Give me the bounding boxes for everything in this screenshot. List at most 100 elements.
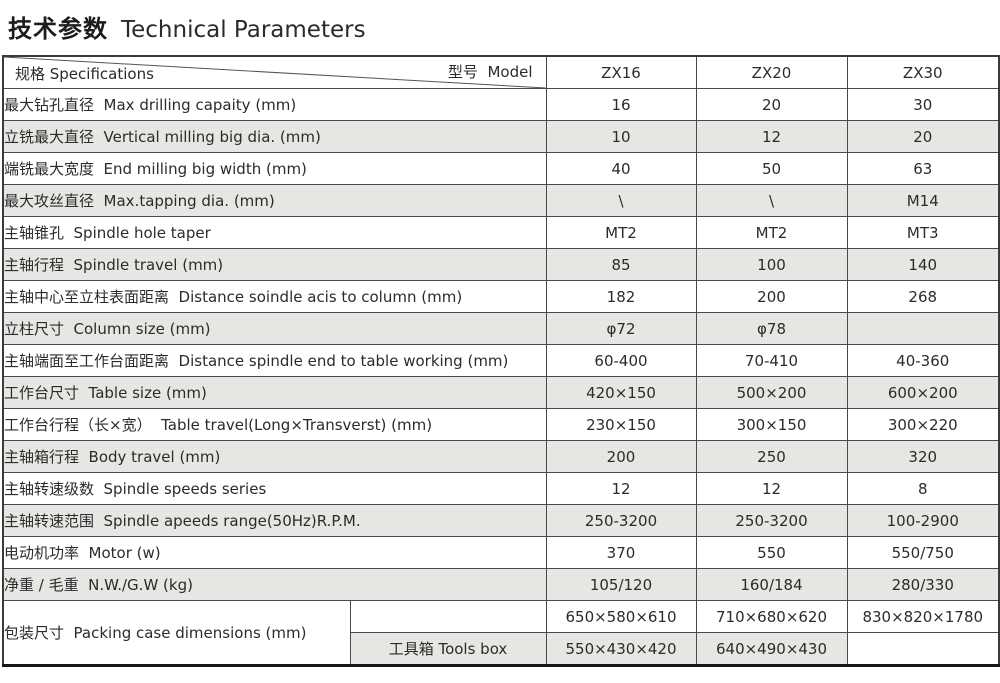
- value-cell: 230×150: [545, 408, 697, 441]
- row-label: 立铣最大直径 Vertical milling big dia. (mm): [2, 120, 547, 153]
- value-cell: 550: [695, 536, 848, 569]
- table-row: 主轴锥孔 Spindle hole taper MT2 MT2 MT3: [2, 216, 1000, 249]
- value-cell: 300×220: [846, 408, 1000, 441]
- packing-section: 包装尺寸 Packing case dimensions (mm) 650×58…: [2, 600, 1000, 666]
- spec-rows: 最大钻孔直径 Max drilling capaity (mm) 16 20 3…: [2, 88, 1000, 601]
- table-row: 立铣最大直径 Vertical milling big dia. (mm) 10…: [2, 120, 1000, 153]
- packing-sub-empty: [349, 600, 547, 633]
- row-label: 主轴中心至立柱表面距离 Distance soindle acis to col…: [2, 280, 547, 313]
- value-cell: [846, 632, 1000, 666]
- value-cell: 710×680×620: [695, 600, 848, 633]
- row-label: 主轴箱行程 Body travel (mm): [2, 440, 547, 473]
- value-cell: MT2: [695, 216, 848, 249]
- value-cell: [846, 312, 1000, 345]
- model-label: 型号 Model: [447, 63, 533, 81]
- value-cell: 250: [695, 440, 848, 473]
- value-cell: MT3: [846, 216, 1000, 249]
- table-header: 规格 Specifications 型号 Model ZX16 ZX20 ZX3…: [2, 55, 1000, 89]
- value-cell: 370: [545, 536, 697, 569]
- column-header-zx30: ZX30: [846, 55, 1000, 89]
- row-label: 电动机功率 Motor (w): [2, 536, 547, 569]
- value-cell: 500×200: [695, 376, 848, 409]
- value-cell: \: [695, 184, 848, 217]
- row-label: 最大攻丝直径 Max.tapping dia. (mm): [2, 184, 547, 217]
- value-cell: 200: [545, 440, 697, 473]
- row-label: 最大钻孔直径 Max drilling capaity (mm): [2, 88, 547, 121]
- column-header-zx16: ZX16: [545, 55, 697, 89]
- header-row: 规格 Specifications 型号 Model ZX16 ZX20 ZX3…: [2, 55, 1000, 89]
- value-cell: 650×580×610: [545, 600, 697, 633]
- spec-model-diagonal-cell: 规格 Specifications 型号 Model: [2, 55, 547, 89]
- value-cell: 12: [545, 472, 697, 505]
- value-cell: 20: [846, 120, 1000, 153]
- page-title: 技术参数 Technical Parameters: [8, 9, 1000, 44]
- value-cell: 8: [846, 472, 1000, 505]
- table-row: 主轴转速级数 Spindle speeds series 12 12 8: [2, 472, 1000, 505]
- toolbox-label: 工具箱 Tools box: [349, 632, 547, 666]
- table-row: 端铣最大宽度 End milling big width (mm) 40 50 …: [2, 152, 1000, 185]
- spec-label: 规格 Specifications: [15, 65, 154, 83]
- value-cell: 140: [846, 248, 1000, 281]
- row-label: 净重 / 毛重 N.W./G.W (kg): [2, 568, 547, 601]
- value-cell: 60-400: [545, 344, 697, 377]
- packing-row-toolbox: 工具箱 Tools box 550×430×420 640×490×430: [3, 632, 1000, 666]
- column-header-zx20: ZX20: [695, 55, 848, 89]
- value-cell: 16: [545, 88, 697, 121]
- value-cell: 12: [695, 472, 848, 505]
- value-cell: 550×430×420: [545, 632, 697, 666]
- value-cell: 550/750: [846, 536, 1000, 569]
- table-row: 主轴转速范围 Spindle apeeds range(50Hz)R.P.M. …: [2, 504, 1000, 537]
- value-cell: \: [545, 184, 697, 217]
- diagonal-divider: [4, 57, 546, 88]
- value-cell: 70-410: [695, 344, 848, 377]
- row-label: 主轴转速范围 Spindle apeeds range(50Hz)R.P.M.: [2, 504, 547, 537]
- value-cell: 12: [695, 120, 848, 153]
- value-cell: 280/330: [846, 568, 1000, 601]
- table-row: 电动机功率 Motor (w) 370 550 550/750: [2, 536, 1000, 569]
- table-row: 主轴端面至工作台面距离 Distance spindle end to tabl…: [2, 344, 1000, 377]
- value-cell: 250-3200: [545, 504, 697, 537]
- table-row: 工作台行程（长×宽） Table travel(Long×Transverst)…: [2, 408, 1000, 441]
- table-row: 最大攻丝直径 Max.tapping dia. (mm) \ \ M14: [2, 184, 1000, 217]
- page-title-chinese: 技术参数: [8, 15, 108, 43]
- value-cell: 105/120: [545, 568, 697, 601]
- row-label: 工作台尺寸 Table size (mm): [2, 376, 547, 409]
- value-cell: 182: [545, 280, 697, 313]
- value-cell: MT2: [545, 216, 697, 249]
- packing-row-main: 包装尺寸 Packing case dimensions (mm) 650×58…: [2, 600, 1000, 666]
- value-cell: 100-2900: [846, 504, 1000, 537]
- row-label: 工作台行程（长×宽） Table travel(Long×Transverst)…: [2, 408, 547, 441]
- value-cell: M14: [846, 184, 1000, 217]
- value-cell: 50: [695, 152, 848, 185]
- value-cell: 160/184: [695, 568, 848, 601]
- table-row: 立柱尺寸 Column size (mm) φ72 φ78: [2, 312, 1000, 345]
- table-row: 主轴行程 Spindle travel (mm) 85 100 140: [2, 248, 1000, 281]
- value-cell: φ72: [545, 312, 697, 345]
- row-label: 端铣最大宽度 End milling big width (mm): [2, 152, 547, 185]
- value-cell: 300×150: [695, 408, 848, 441]
- value-cell: 200: [695, 280, 848, 313]
- value-cell: 85: [545, 248, 697, 281]
- value-cell: 420×150: [545, 376, 697, 409]
- value-cell: 30: [846, 88, 1000, 121]
- value-cell: 63: [846, 152, 1000, 185]
- table-row: 净重 / 毛重 N.W./G.W (kg) 105/120 160/184 28…: [2, 568, 1000, 601]
- table-row: 主轴箱行程 Body travel (mm) 200 250 320: [2, 440, 1000, 473]
- value-cell: 100: [695, 248, 848, 281]
- row-label: 主轴锥孔 Spindle hole taper: [2, 216, 547, 249]
- value-cell: φ78: [695, 312, 848, 345]
- value-cell: 40: [545, 152, 697, 185]
- row-label: 主轴端面至工作台面距离 Distance spindle end to tabl…: [2, 344, 547, 377]
- value-cell: 250-3200: [695, 504, 848, 537]
- value-cell: 830×820×1780: [846, 600, 1000, 633]
- page-title-english: Technical Parameters: [121, 17, 366, 43]
- value-cell: 20: [695, 88, 848, 121]
- row-label: 立柱尺寸 Column size (mm): [2, 312, 547, 345]
- table-row: 工作台尺寸 Table size (mm) 420×150 500×200 60…: [2, 376, 1000, 409]
- value-cell: 268: [846, 280, 1000, 313]
- value-cell: 10: [545, 120, 697, 153]
- value-cell: 320: [846, 440, 1000, 473]
- table-row: 最大钻孔直径 Max drilling capaity (mm) 16 20 3…: [2, 88, 1000, 121]
- value-cell: 600×200: [846, 376, 1000, 409]
- technical-parameters-table: 规格 Specifications 型号 Model ZX16 ZX20 ZX3…: [2, 55, 1000, 667]
